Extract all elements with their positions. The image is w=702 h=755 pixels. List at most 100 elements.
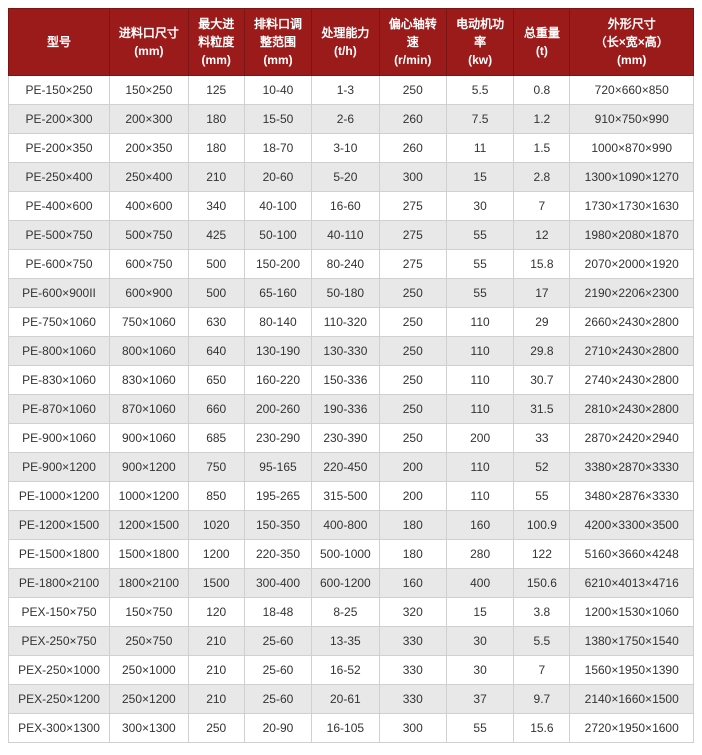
cell: 640: [188, 337, 244, 366]
cell: 2-6: [312, 105, 379, 134]
cell: 110: [446, 308, 513, 337]
cell: 200: [379, 482, 446, 511]
col-header-label: 型号: [47, 35, 71, 49]
cell: 29: [514, 308, 570, 337]
cell: 910×750×990: [570, 105, 694, 134]
cell: 400-800: [312, 511, 379, 540]
cell: 750: [188, 453, 244, 482]
cell: 25-60: [244, 627, 311, 656]
cell: 13-35: [312, 627, 379, 656]
col-header-label: 处理能力: [321, 26, 369, 40]
cell: 250: [379, 395, 446, 424]
table-row: PE-200×300200×30018015-502-62607.51.2910…: [9, 105, 694, 134]
cell: 210: [188, 163, 244, 192]
cell: 3480×2876×3330: [570, 482, 694, 511]
cell: PE-600×900II: [9, 279, 110, 308]
cell: 210: [188, 627, 244, 656]
cell: 110: [446, 395, 513, 424]
cell: 17: [514, 279, 570, 308]
cell: PE-1500×1800: [9, 540, 110, 569]
cell: 1980×2080×1870: [570, 221, 694, 250]
cell: 2810×2430×2800: [570, 395, 694, 424]
cell: 110-320: [312, 308, 379, 337]
cell: 9.7: [514, 685, 570, 714]
col-header-label: 电动机功率: [456, 17, 504, 49]
cell: 15.6: [514, 714, 570, 743]
cell: 15: [446, 598, 513, 627]
cell: 1200: [188, 540, 244, 569]
cell: PE-900×1200: [9, 453, 110, 482]
col-header-label: 总重量: [524, 26, 560, 40]
cell: 125: [188, 76, 244, 105]
cell: 55: [514, 482, 570, 511]
cell: 1800×2100: [110, 569, 189, 598]
cell: PEX-250×750: [9, 627, 110, 656]
table-row: PE-900×1060900×1060685230-290230-3902502…: [9, 424, 694, 453]
cell: 130-330: [312, 337, 379, 366]
cell: 600×900: [110, 279, 189, 308]
cell: 330: [379, 627, 446, 656]
col-header-unit: (mm): [202, 53, 231, 67]
cell: 1300×1090×1270: [570, 163, 694, 192]
cell: 300-400: [244, 569, 311, 598]
cell: PE-750×1060: [9, 308, 110, 337]
cell: 500: [188, 250, 244, 279]
cell: 18-48: [244, 598, 311, 627]
cell: 900×1200: [110, 453, 189, 482]
cell: 30: [446, 627, 513, 656]
cell: 2720×1950×1600: [570, 714, 694, 743]
cell: 2140×1660×1500: [570, 685, 694, 714]
cell: 52: [514, 453, 570, 482]
col-header-4: 处理能力(t/h): [312, 9, 379, 76]
cell: 5-20: [312, 163, 379, 192]
cell: 31.5: [514, 395, 570, 424]
cell: 1380×1750×1540: [570, 627, 694, 656]
col-header-6: 电动机功率(kw): [446, 9, 513, 76]
cell: 200×350: [110, 134, 189, 163]
cell: 1-3: [312, 76, 379, 105]
cell: 11: [446, 134, 513, 163]
cell: 180: [188, 105, 244, 134]
cell: 2870×2420×2940: [570, 424, 694, 453]
cell: 195-265: [244, 482, 311, 511]
cell: 55: [446, 279, 513, 308]
col-header-unit: (mm): [263, 53, 292, 67]
cell: 2660×2430×2800: [570, 308, 694, 337]
cell: 1000×1200: [110, 482, 189, 511]
cell: PE-800×1060: [9, 337, 110, 366]
cell: 1020: [188, 511, 244, 540]
col-header-unit: (t): [536, 44, 548, 58]
cell: 850: [188, 482, 244, 511]
cell: 330: [379, 685, 446, 714]
cell: PEX-300×1300: [9, 714, 110, 743]
cell: 16-60: [312, 192, 379, 221]
table-row: PEX-250×750250×75021025-6013-35330305.51…: [9, 627, 694, 656]
col-header-7: 总重量 (t): [514, 9, 570, 76]
cell: 55: [446, 714, 513, 743]
cell: 200: [446, 424, 513, 453]
cell: 2070×2000×1920: [570, 250, 694, 279]
cell: 750×1060: [110, 308, 189, 337]
cell: 200×300: [110, 105, 189, 134]
cell: 130-190: [244, 337, 311, 366]
table-row: PE-400×600400×60034040-10016-60275307173…: [9, 192, 694, 221]
cell: 4200×3300×3500: [570, 511, 694, 540]
col-header-label: 最大进料粒度: [198, 17, 234, 49]
cell: 300: [379, 714, 446, 743]
cell: 50-180: [312, 279, 379, 308]
cell: 65-160: [244, 279, 311, 308]
table-header-row: 型号进料口尺寸(mm)最大进料粒度(mm)排料口调整范围(mm)处理能力(t/h…: [9, 9, 694, 76]
cell: 1730×1730×1630: [570, 192, 694, 221]
table-row: PE-200×350200×35018018-703-10260111.5100…: [9, 134, 694, 163]
cell: 50-100: [244, 221, 311, 250]
cell: 20-90: [244, 714, 311, 743]
cell: 55: [446, 250, 513, 279]
cell: 110: [446, 482, 513, 511]
cell: PE-150×250: [9, 76, 110, 105]
cell: 6210×4013×4716: [570, 569, 694, 598]
table-row: PE-870×1060870×1060660200-260190-3362501…: [9, 395, 694, 424]
cell: 220-450: [312, 453, 379, 482]
cell: 425: [188, 221, 244, 250]
spec-table: 型号进料口尺寸(mm)最大进料粒度(mm)排料口调整范围(mm)处理能力(t/h…: [8, 8, 694, 743]
cell: 1500: [188, 569, 244, 598]
